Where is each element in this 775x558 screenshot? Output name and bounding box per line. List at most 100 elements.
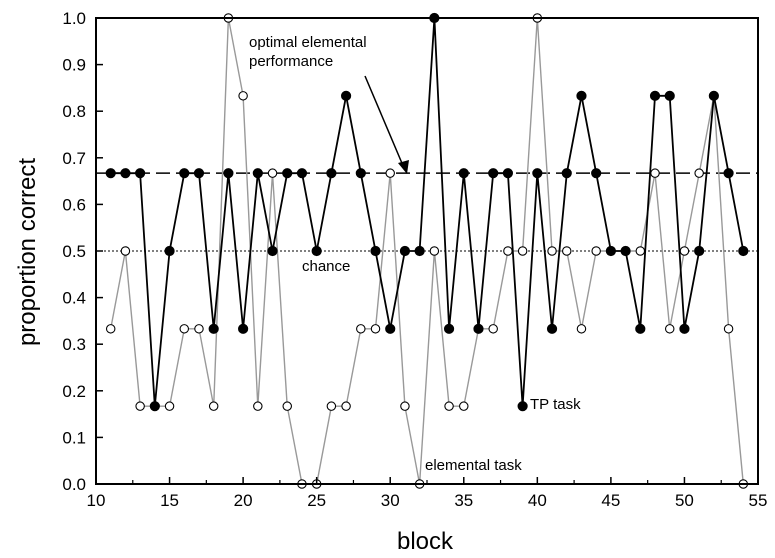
data-point-tp xyxy=(149,401,160,412)
reference-lines xyxy=(96,172,758,252)
data-point-elemental xyxy=(400,401,410,411)
data-point-tp xyxy=(355,168,366,179)
data-point-tp xyxy=(252,168,263,179)
data-point-tp xyxy=(296,168,308,179)
data-point-elemental xyxy=(576,324,587,334)
data-point-elemental xyxy=(385,168,395,178)
data-point-elemental xyxy=(723,324,734,334)
data-point-tp xyxy=(135,168,146,179)
data-point-tp xyxy=(164,245,175,257)
data-point-tp xyxy=(193,168,205,179)
data-point-elemental xyxy=(356,324,366,334)
data-point-elemental xyxy=(120,246,131,256)
data-point-elemental xyxy=(105,324,116,334)
data-point-elemental xyxy=(591,246,601,256)
data-point-elemental xyxy=(679,246,690,256)
annotation-elemental-task: elemental task xyxy=(425,457,522,474)
data-point-tp xyxy=(502,168,514,179)
data-point-elemental xyxy=(326,401,337,411)
annotation-arrow-head xyxy=(398,160,409,174)
data-point-tp xyxy=(443,323,455,334)
data-point-elemental xyxy=(547,246,557,256)
data-point-elemental xyxy=(164,401,175,411)
y-tick-label: 0.1 xyxy=(62,428,86,447)
x-tick-label: 45 xyxy=(601,491,620,510)
data-point-tp xyxy=(546,323,558,334)
data-point-tp xyxy=(458,168,469,179)
data-point-elemental xyxy=(267,168,278,178)
x-tick-label: 30 xyxy=(381,491,400,510)
data-point-elemental xyxy=(135,401,145,411)
data-point-tp xyxy=(635,323,646,334)
series-layer xyxy=(105,12,749,489)
data-point-tp xyxy=(340,90,352,101)
data-point-tp xyxy=(561,168,572,179)
y-tick-label: 0.7 xyxy=(62,149,86,168)
data-point-tp xyxy=(649,90,661,101)
data-point-tp xyxy=(179,168,190,179)
series-0 xyxy=(105,12,749,412)
series-line-0 xyxy=(110,17,745,407)
data-point-tp xyxy=(591,168,602,179)
data-point-tp xyxy=(738,245,749,257)
data-point-elemental xyxy=(664,324,675,334)
data-point-tp xyxy=(605,245,616,257)
y-tick-label: 0.9 xyxy=(62,56,86,75)
data-point-tp xyxy=(532,168,543,179)
data-point-elemental xyxy=(562,246,572,256)
y-axis-title: proportion correct xyxy=(14,158,41,346)
y-tick-label: 1.0 xyxy=(62,9,86,28)
data-point-elemental xyxy=(503,246,513,256)
annotation-optimal-line1: optimal elemental xyxy=(249,34,367,51)
x-tick-label: 20 xyxy=(234,491,253,510)
data-point-elemental xyxy=(238,91,248,101)
annotation-chance: chance xyxy=(302,258,350,275)
x-tick-label: 40 xyxy=(528,491,547,510)
data-point-elemental xyxy=(341,401,351,411)
x-tick-label: 10 xyxy=(87,491,106,510)
data-point-elemental xyxy=(517,246,528,256)
data-point-elemental xyxy=(429,246,440,256)
data-point-elemental xyxy=(635,246,646,256)
data-point-tp xyxy=(399,245,411,257)
data-point-elemental xyxy=(459,401,469,411)
data-point-tp xyxy=(326,168,337,179)
data-point-elemental xyxy=(370,324,381,334)
y-tick-label: 0.2 xyxy=(62,382,86,401)
data-point-tp xyxy=(385,323,396,334)
data-point-tp xyxy=(223,168,234,179)
data-point-elemental xyxy=(650,168,660,178)
data-point-tp xyxy=(679,323,690,334)
data-point-tp xyxy=(105,168,116,179)
annotation-arrow-line xyxy=(364,75,405,169)
data-point-tp xyxy=(267,245,278,257)
data-point-elemental xyxy=(444,401,454,411)
y-tick-label: 0.6 xyxy=(62,195,86,214)
x-tick-label: 25 xyxy=(307,491,326,510)
data-point-tp xyxy=(311,245,322,257)
data-point-elemental xyxy=(488,324,498,334)
y-tick-label: 0.3 xyxy=(62,335,86,354)
data-point-tp xyxy=(370,245,381,257)
x-tick-label: 50 xyxy=(675,491,694,510)
series-1 xyxy=(105,13,749,489)
data-point-tp xyxy=(664,90,675,101)
data-point-tp xyxy=(708,90,719,101)
data-point-elemental xyxy=(253,401,263,411)
x-axis-title: block xyxy=(397,528,454,555)
y-tick-label: 0.8 xyxy=(62,102,86,121)
data-point-tp xyxy=(694,245,705,257)
annotation-tp-task: TP task xyxy=(530,396,581,413)
x-tick-label: 55 xyxy=(749,491,768,510)
annotation-optimal-line2: performance xyxy=(249,53,333,70)
data-point-tp xyxy=(414,245,425,257)
x-tick-label: 15 xyxy=(160,491,179,510)
data-point-elemental xyxy=(694,168,704,178)
data-point-tp xyxy=(620,245,631,257)
data-point-tp xyxy=(723,168,734,179)
data-point-tp xyxy=(282,168,293,179)
axis-ticks: 10 15 20 25 30 35 40 45 50 55 0.0 0.1 0.2 0.3 0.4 0.5 0.… xyxy=(62,9,767,510)
data-point-tp xyxy=(517,401,528,412)
x-tick-label: 35 xyxy=(454,491,473,510)
data-point-tp xyxy=(238,323,249,334)
